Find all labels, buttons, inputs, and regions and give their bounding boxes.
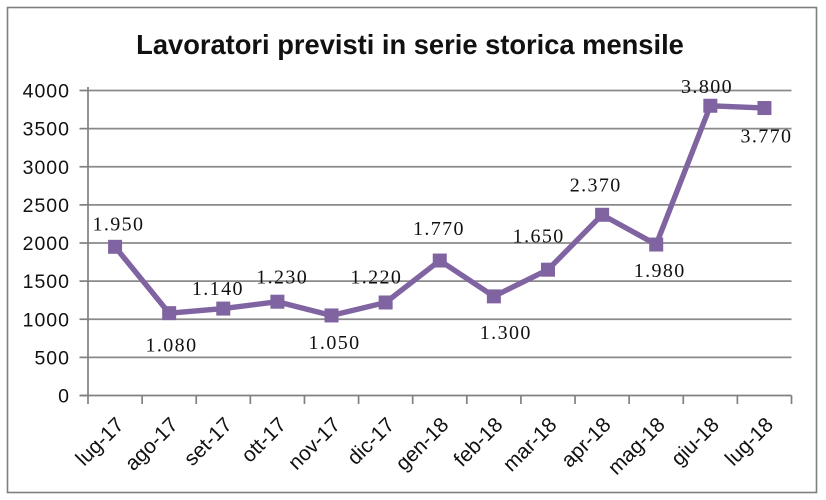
svg-text:ott-17: ott-17 [237, 413, 291, 467]
svg-text:1.140: 1.140 [192, 278, 244, 300]
svg-text:1.230: 1.230 [256, 267, 308, 289]
svg-text:mar-18: mar-18 [499, 413, 562, 476]
svg-text:lug-18: lug-18 [721, 413, 778, 470]
svg-text:2500: 2500 [23, 195, 70, 217]
svg-text:ago-17: ago-17 [121, 413, 183, 475]
svg-text:1.080: 1.080 [145, 334, 197, 356]
svg-text:3000: 3000 [23, 157, 70, 179]
svg-text:feb-18: feb-18 [449, 413, 507, 471]
svg-text:1.770: 1.770 [413, 218, 465, 240]
svg-text:0: 0 [58, 386, 70, 408]
svg-text:1.300: 1.300 [480, 322, 532, 344]
svg-text:1.650: 1.650 [513, 225, 565, 247]
svg-text:dic-17: dic-17 [343, 413, 399, 469]
svg-text:giu-18: giu-18 [667, 413, 724, 470]
svg-text:3500: 3500 [23, 119, 70, 141]
svg-text:3.800: 3.800 [681, 76, 733, 98]
svg-text:1500: 1500 [23, 271, 70, 293]
svg-text:mag-18: mag-18 [604, 413, 670, 479]
svg-text:1.980: 1.980 [634, 260, 686, 282]
svg-text:nov-17: nov-17 [284, 413, 345, 474]
svg-text:2000: 2000 [23, 233, 70, 255]
svg-text:Lavoratori previsti in serie s: Lavoratori previsti in serie storica men… [136, 29, 684, 60]
svg-text:500: 500 [34, 347, 70, 369]
svg-text:1.050: 1.050 [309, 332, 361, 354]
svg-text:gen-18: gen-18 [391, 413, 453, 475]
svg-text:2.370: 2.370 [570, 175, 622, 197]
svg-text:1.220: 1.220 [350, 266, 402, 288]
svg-text:set-17: set-17 [180, 413, 237, 470]
svg-text:lug-17: lug-17 [71, 413, 128, 470]
svg-text:4000: 4000 [23, 81, 70, 103]
svg-text:1.950: 1.950 [92, 214, 144, 236]
svg-text:1000: 1000 [23, 309, 70, 331]
svg-text:3.770: 3.770 [740, 126, 792, 148]
